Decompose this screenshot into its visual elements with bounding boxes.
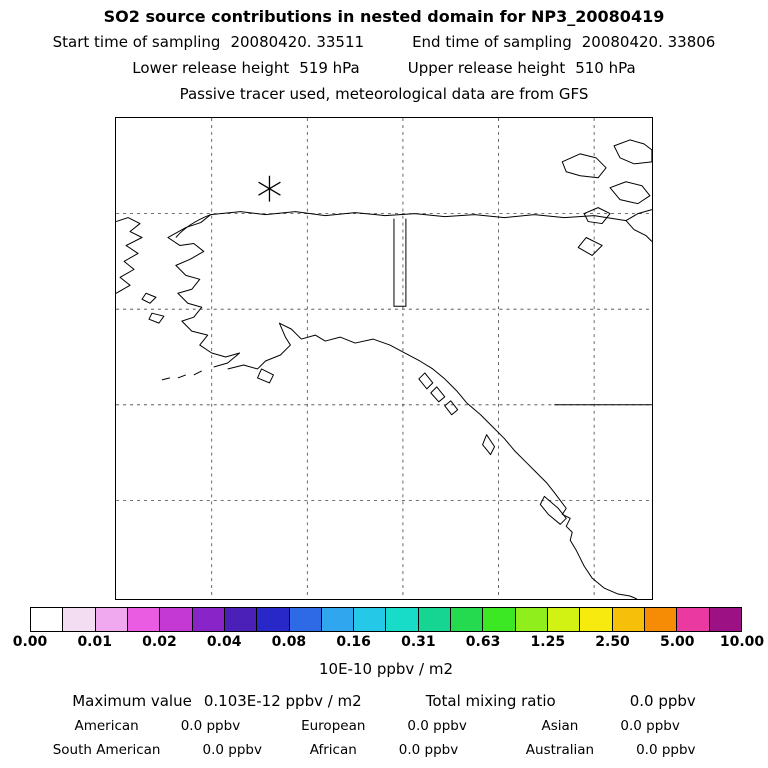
region-pair-african: African 0.0 ppbv [271,742,498,758]
colorbar-cell [417,608,451,631]
region-label: European [301,718,366,734]
spacer [370,55,398,81]
region-pair-european: European 0.0 ppbv [271,718,498,734]
lower-release-pair: Lower release height 519 hPa [132,55,359,81]
colorbar-cell [514,608,547,631]
colorbar-unit-label: 10E-10 ppbv / m2 [318,660,454,678]
source-marker-asterisk [258,175,281,202]
end-time-pair: End time of sampling 20080420. 33806 [412,29,715,55]
upper-release-value: 510 hPa [575,59,636,77]
upper-release-pair: Upper release height 510 hPa [408,55,636,81]
colorbar-tick-label: 1.25 [530,634,566,650]
colorbar-cell [385,608,418,631]
coastline [116,139,652,599]
sampling-line: Start time of sampling 20080420. 33511 E… [0,29,768,55]
colorbar-tick-label: 0.16 [336,634,371,650]
tracer-note: Passive tracer used, meteorological data… [179,85,589,103]
stats-summary-line: Maximum value 0.103E-12 ppbv / m2 Total … [0,692,768,710]
region-pair-american: American 0.0 ppbv [44,718,271,734]
region-label: South American [52,742,161,758]
colorbar-cell [191,608,224,631]
latlon-grid [116,118,652,599]
region-pair-australian: Australian 0.0 ppbv [497,742,724,758]
colorbar-cell [94,608,127,631]
colorbar-cell [223,608,257,631]
colorbar-cell [579,608,612,631]
colorbar-area: 0.00 0.01 0.02 0.04 0.08 0.16 0.31 0.63 1.25 2.50… [13,607,764,678]
region-label: African [309,742,357,758]
colorbar [30,607,742,632]
colorbar-cell [547,608,580,631]
region-value: 0.0 ppbv [202,742,262,758]
colorbar-tick-label: 0.01 [77,634,112,650]
region-value: 0.0 ppbv [407,718,467,734]
total-mixing-ratio-label: Total mixing ratio [425,692,556,710]
region-value: 0.0 ppbv [636,742,696,758]
colorbar-tick-label: 10.00 [719,634,765,650]
region-value: 0.0 ppbv [180,718,241,734]
colorbar-ticks: 0.00 0.01 0.02 0.04 0.08 0.16 0.31 0.63 1.25 2.50… [13,634,764,654]
tracer-note-line: Passive tracer used, meteorological data… [0,81,768,107]
end-time-label: End time of sampling [412,33,572,51]
colorbar-cell [62,608,95,631]
end-time-value: 20080420. 33806 [581,33,716,51]
region-pair-asian: Asian 0.0 ppbv [497,718,724,734]
colorbar-tick-label: 0.04 [206,634,242,650]
colorbar-cell [31,608,63,631]
colorbar-tick-label: 5.00 [659,634,695,650]
lower-release-value: 519 hPa [299,59,360,77]
spacer [374,29,402,55]
colorbar-cell [643,608,677,631]
region-value: 0.0 ppbv [398,742,459,758]
colorbar-tick-label: 0.63 [465,634,501,650]
region-label: Australian [525,742,595,758]
colorbar-cell [288,608,321,631]
total-mixing-ratio-value: 0.0 ppbv [629,692,696,710]
region-contributions: American 0.0 ppbv European 0.0 ppbv Asia… [44,718,724,758]
nested-domain-outline [393,218,407,307]
colorbar-cell [611,608,644,631]
page-title: SO2 source contributions in nested domai… [103,7,665,26]
map-canvas [116,118,652,599]
colorbar-cell [450,608,483,631]
region-value: 0.0 ppbv [620,718,680,734]
colorbar-cell [676,608,709,631]
colorbar-tick-label: 0.08 [271,634,307,650]
maximum-value: 0.103E-12 ppbv / m2 [203,692,362,710]
region-label: Asian [541,718,579,734]
region-label: American [74,718,139,734]
upper-release-label: Upper release height [407,59,566,77]
colorbar-tick-label: 0.02 [142,634,177,650]
start-time-pair: Start time of sampling 20080420. 33511 [53,29,364,55]
region-pair-south-american: South American 0.0 ppbv [44,742,271,758]
map-panel [115,117,653,600]
maximum-value-label: Maximum value [72,692,192,710]
lower-release-label: Lower release height [132,59,290,77]
colorbar-cell [256,608,289,631]
colorbar-cell [320,608,354,631]
colorbar-cell [708,608,741,631]
colorbar-tick-label: 0.00 [12,634,48,650]
colorbar-cell [482,608,515,631]
colorbar-cell [159,608,192,631]
start-time-label: Start time of sampling [52,33,221,51]
colorbar-cell [353,608,386,631]
colorbar-tick-label: 2.50 [595,634,630,650]
start-time-value: 20080420. 33511 [230,33,365,51]
colorbar-tick-label: 0.31 [401,634,436,650]
colorbar-cell [126,608,160,631]
release-height-line: Lower release height 519 hPa Upper relea… [0,55,768,81]
